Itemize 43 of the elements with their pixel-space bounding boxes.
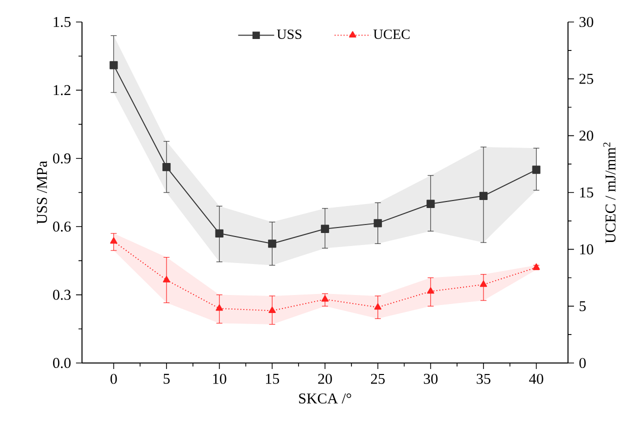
y2-tick-label: 30	[580, 16, 594, 28]
y-tick-label: 1.2	[54, 85, 70, 96]
point	[374, 303, 382, 310]
point	[532, 166, 540, 174]
x-tick-label: 25	[371, 374, 385, 384]
point	[268, 240, 276, 248]
point	[268, 306, 276, 314]
y-tick-label: 0.0	[53, 358, 71, 368]
point	[215, 229, 224, 238]
x-tick-label: 20	[318, 374, 332, 384]
y-tick-label: 0.9	[53, 153, 71, 164]
y-tick-label: 0.3	[53, 290, 71, 300]
x-tick-label: 35	[476, 374, 490, 384]
point	[374, 219, 382, 228]
y2-tick-label: 15	[580, 188, 594, 198]
x-axis-title: SKCA /°	[299, 393, 352, 404]
point	[479, 192, 488, 200]
x-tick-label: 10	[213, 374, 226, 384]
y2-tick-label: 20	[579, 130, 594, 141]
point	[426, 200, 435, 208]
y2-tick-label: 25	[579, 74, 594, 84]
y-tick-label: 1.5	[54, 16, 71, 28]
legend-label: USS	[276, 30, 302, 39]
y2-axis-title: UCEC / mJ/mm$^{2}$	[603, 142, 616, 244]
y2-tick-label: 10	[580, 244, 594, 254]
legend-label: UCEC	[373, 30, 410, 39]
y2-tick-label: 0	[579, 358, 586, 368]
point	[162, 162, 171, 172]
point	[320, 224, 330, 233]
point	[480, 280, 488, 287]
x-tick-label: 30	[424, 374, 438, 384]
y-axis-title: USS /MPa	[36, 160, 47, 224]
point	[427, 287, 434, 294]
point	[110, 61, 118, 70]
x-tick-label: 15	[266, 374, 280, 384]
x-tick-label: 40	[529, 374, 544, 384]
x-tick-label: 0	[110, 374, 117, 384]
y2-tick-label: 5	[580, 301, 586, 312]
point	[110, 237, 118, 244]
x-tick-label: 5	[164, 374, 170, 384]
point	[162, 276, 170, 282]
y-tick-label: 0.6	[53, 222, 71, 232]
point	[216, 304, 223, 311]
